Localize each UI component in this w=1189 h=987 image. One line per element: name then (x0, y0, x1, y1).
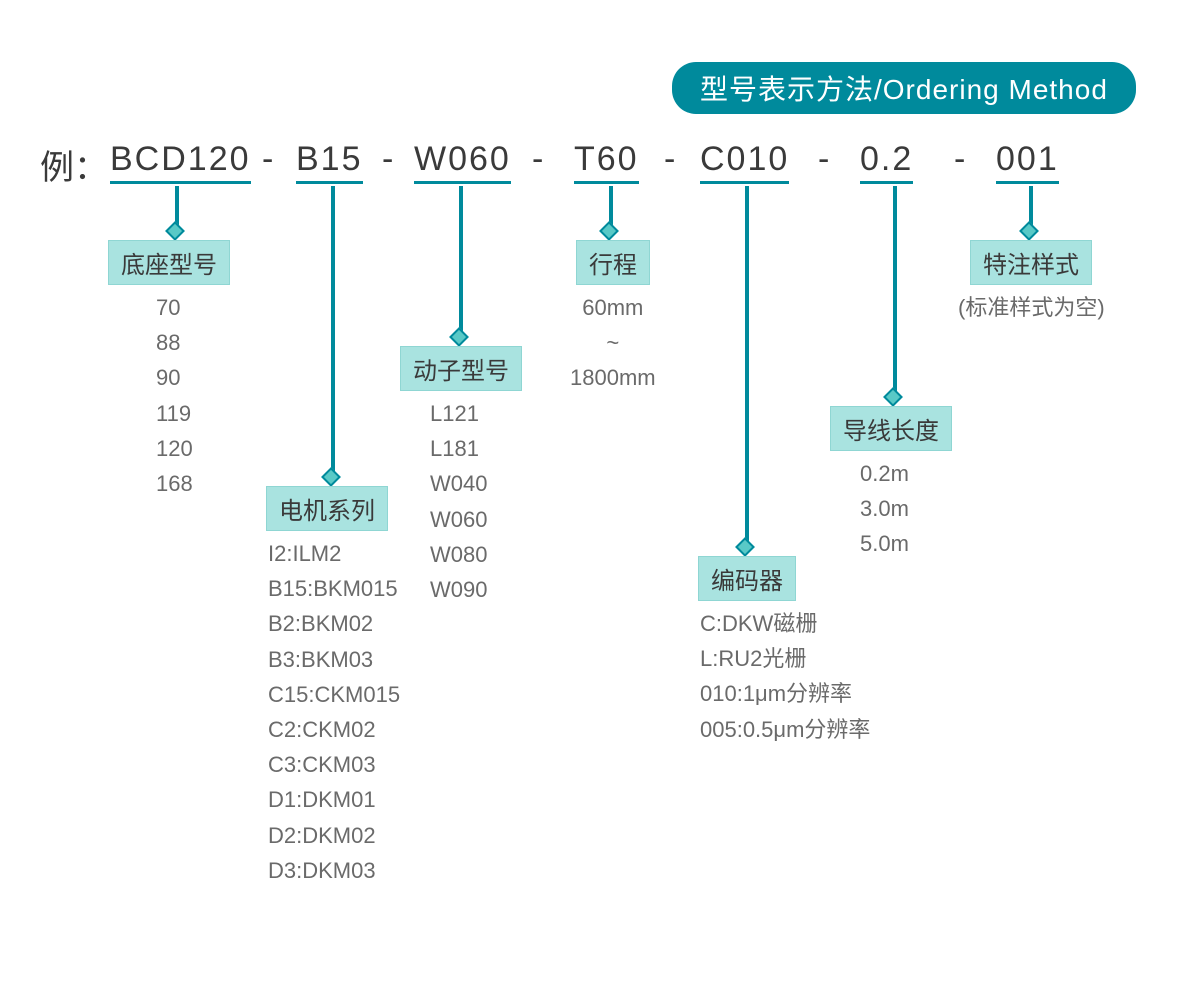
item-line: 010:1μm分辨率 (700, 676, 870, 711)
dash-0: - (262, 140, 273, 179)
item-line: 70 (156, 290, 193, 325)
connector-line-encoder (745, 186, 749, 546)
item-line: 3.0m (860, 491, 909, 526)
item-line: 60mm (570, 290, 656, 325)
diamond-icon-special (1019, 221, 1039, 241)
item-line: 0.2m (860, 456, 909, 491)
diamond-icon-motor (321, 467, 341, 487)
item-line: C2:CKM02 (268, 712, 400, 747)
items-stroke: 60mm~1800mm (570, 290, 656, 396)
code-segment-4: C010 (700, 140, 789, 184)
item-line: 88 (156, 325, 193, 360)
items-cable: 0.2m3.0m5.0m (860, 456, 909, 562)
code-segment-1: B15 (296, 140, 363, 184)
diamond-icon-base (165, 221, 185, 241)
dash-5: - (954, 140, 965, 179)
dash-3: - (664, 140, 675, 179)
item-line: 120 (156, 431, 193, 466)
item-line: 119 (156, 396, 193, 431)
item-line: C3:CKM03 (268, 747, 400, 782)
code-segment-3: T60 (574, 140, 639, 184)
item-line: D2:DKM02 (268, 818, 400, 853)
label-base: 底座型号 (108, 240, 230, 285)
item-line: D3:DKM03 (268, 853, 400, 888)
item-line: 5.0m (860, 526, 909, 561)
item-line: 1800mm (570, 360, 656, 395)
item-line: ~ (570, 325, 656, 360)
label-special: 特注样式 (970, 240, 1092, 285)
code-segment-0: BCD120 (110, 140, 251, 184)
item-line: B15:BKM015 (268, 571, 400, 606)
items-base: 708890119120168 (156, 290, 193, 501)
example-prefix: 例： (40, 140, 108, 189)
item-line: L121 (430, 396, 487, 431)
diamond-icon-stroke (599, 221, 619, 241)
diamond-icon-cable (883, 387, 903, 407)
items-mover: L121L181W040W060W080W090 (430, 396, 487, 607)
header-pill: 型号表示方法/Ordering Method (672, 62, 1136, 114)
code-segment-2: W060 (414, 140, 511, 184)
connector-line-mover (459, 186, 463, 336)
item-line: L181 (430, 431, 487, 466)
item-line: B2:BKM02 (268, 606, 400, 641)
item-line: W090 (430, 572, 487, 607)
label-stroke: 行程 (576, 240, 650, 285)
dash-4: - (818, 140, 829, 179)
code-segment-5: 0.2 (860, 140, 913, 184)
items-encoder: C:DKW磁栅L:RU2光栅010:1μm分辨率005:0.5μm分辨率 (700, 606, 870, 747)
label-cable: 导线长度 (830, 406, 952, 451)
connector-line-cable (893, 186, 897, 396)
items-motor: I2:ILM2B15:BKM015B2:BKM02B3:BKM03C15:CKM… (268, 536, 400, 888)
item-line: I2:ILM2 (268, 536, 400, 571)
item-line: L:RU2光栅 (700, 641, 870, 676)
item-line: W080 (430, 537, 487, 572)
item-line: 90 (156, 360, 193, 395)
item-line: C15:CKM015 (268, 677, 400, 712)
item-line: 005:0.5μm分辨率 (700, 712, 870, 747)
dash-1: - (382, 140, 393, 179)
dash-2: - (532, 140, 543, 179)
connector-line-motor (331, 186, 335, 476)
diamond-icon-mover (449, 327, 469, 347)
item-line: B3:BKM03 (268, 642, 400, 677)
note-special: (标准样式为空) (958, 290, 1105, 322)
item-line: D1:DKM01 (268, 782, 400, 817)
item-line: W040 (430, 466, 487, 501)
label-mover: 动子型号 (400, 346, 522, 391)
diamond-icon-encoder (735, 537, 755, 557)
item-line: C:DKW磁栅 (700, 606, 870, 641)
code-segment-6: 001 (996, 140, 1059, 184)
item-line: W060 (430, 502, 487, 537)
item-line: 168 (156, 466, 193, 501)
label-encoder: 编码器 (698, 556, 796, 601)
label-motor: 电机系列 (266, 486, 388, 531)
